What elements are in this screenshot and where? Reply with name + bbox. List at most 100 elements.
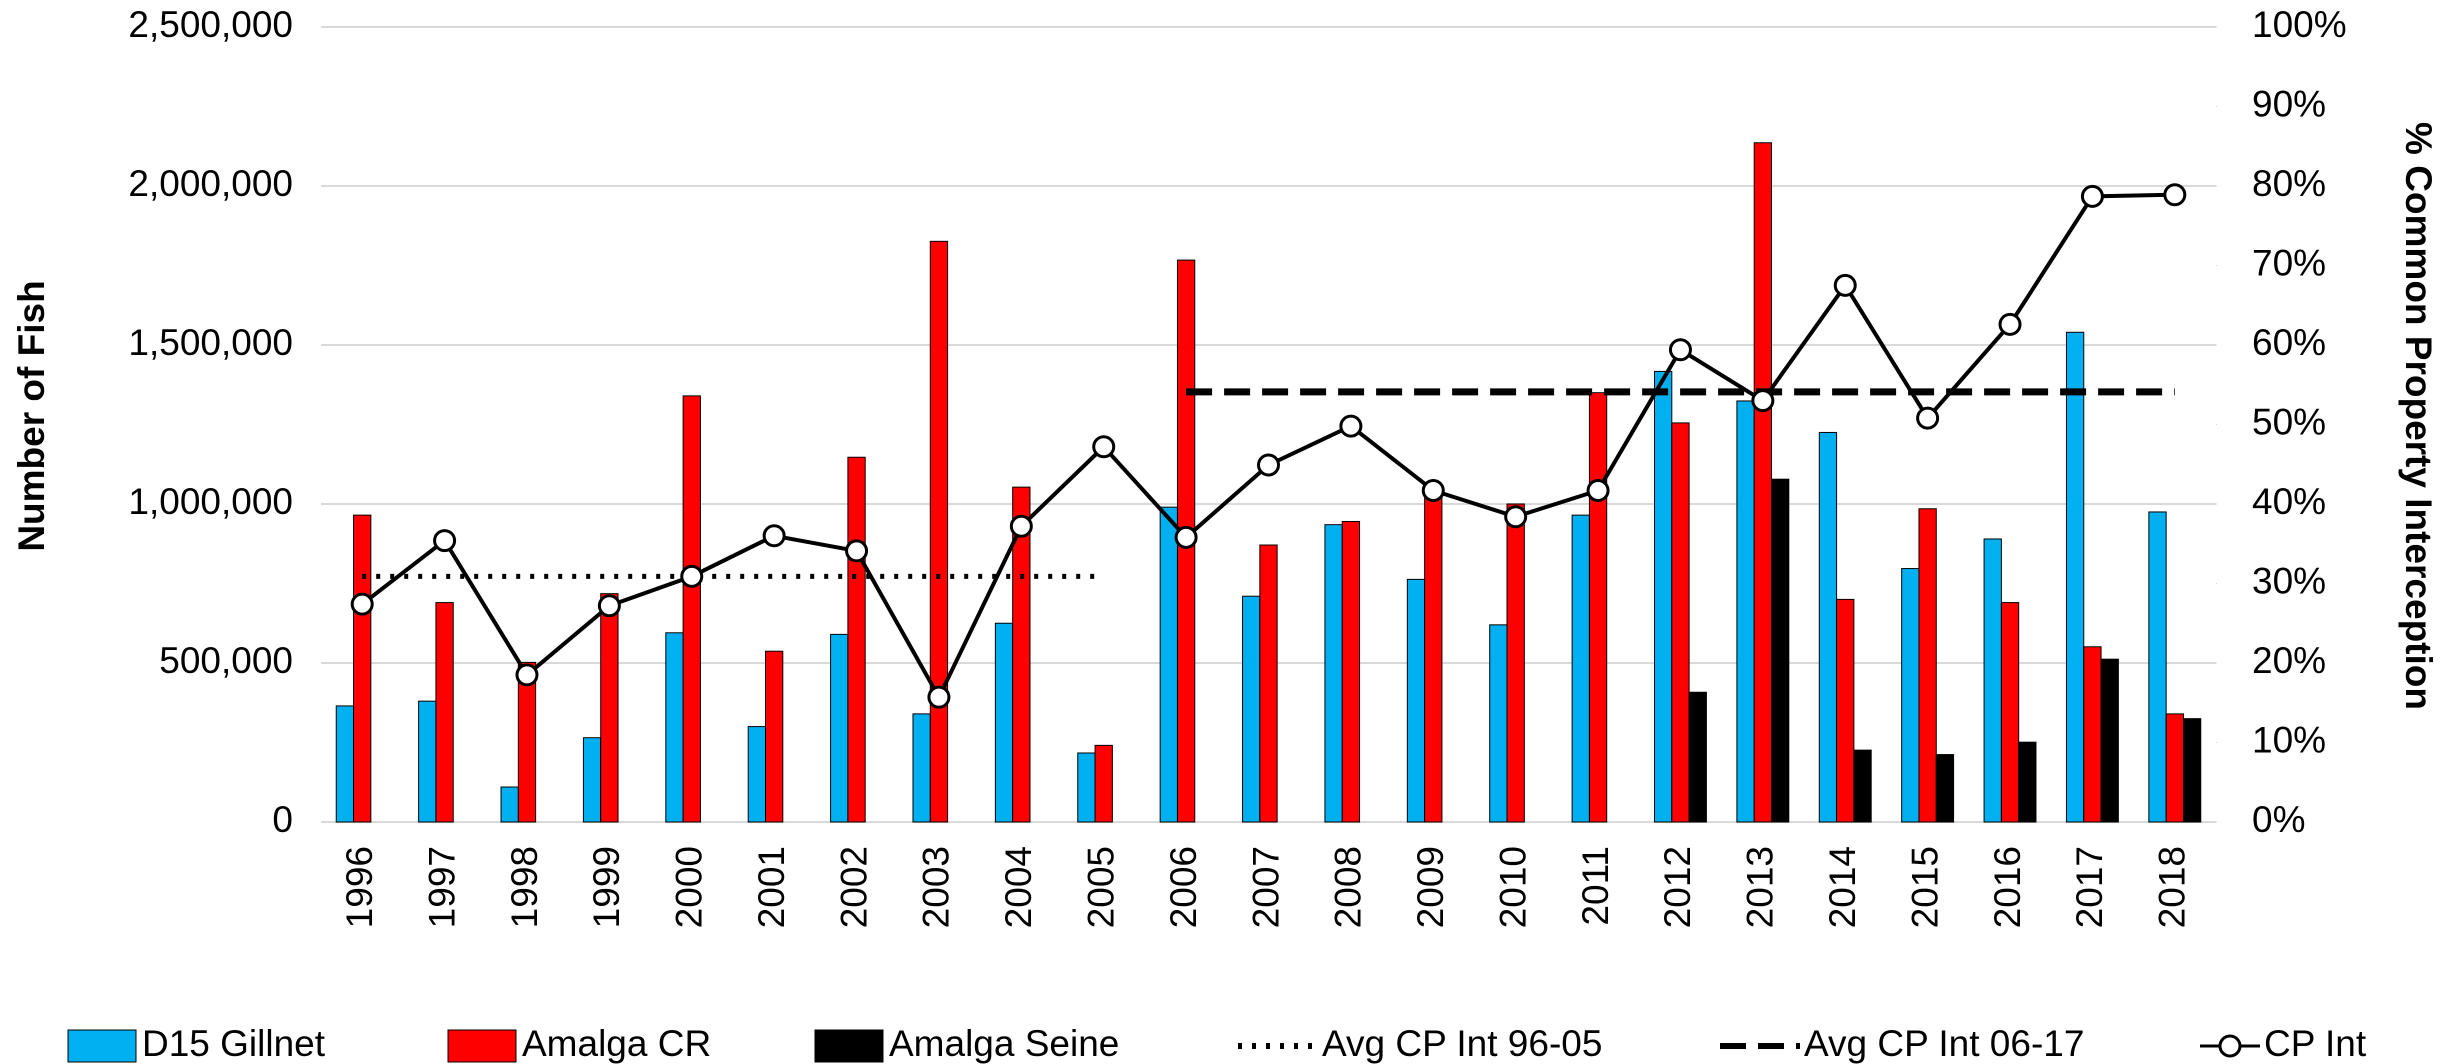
- bar: [830, 633, 849, 823]
- x-tick-label: 1997: [421, 846, 462, 928]
- point: [1339, 414, 1363, 438]
- bar: [1489, 624, 1508, 823]
- point: [1668, 338, 1692, 362]
- legend-label: CP Int: [2264, 1023, 2367, 1064]
- y-axis-title: Number of Fish: [11, 280, 52, 551]
- y2-tick-label: 50%: [2252, 401, 2326, 442]
- point: [1916, 406, 1940, 430]
- bar: [2065, 331, 2085, 823]
- point: [1421, 478, 1445, 502]
- bar: [1571, 514, 1590, 823]
- point: [1257, 453, 1280, 477]
- x-tick-label: 1996: [339, 846, 380, 928]
- bar: [582, 737, 602, 823]
- x-tick-label: 2015: [1904, 846, 1945, 928]
- y-tick-label: 2,500,000: [128, 4, 293, 45]
- x-tick-label: 2008: [1328, 846, 1369, 928]
- legend-swatch: [814, 1029, 884, 1063]
- bar: [765, 650, 784, 823]
- x-tick-label: 2012: [1657, 846, 1698, 928]
- point: [2163, 183, 2187, 207]
- bar: [1259, 544, 1278, 823]
- point: [597, 594, 621, 618]
- bar: [1159, 506, 1178, 823]
- point: [927, 685, 951, 709]
- bar: [435, 602, 454, 823]
- legend-label: Amalga Seine: [889, 1023, 1119, 1064]
- bar: [912, 713, 931, 823]
- bar: [1094, 744, 1113, 823]
- bar: [929, 240, 949, 823]
- bar: [1242, 595, 1261, 823]
- bar: [1654, 370, 1673, 823]
- bar: [994, 622, 1014, 823]
- point: [845, 539, 869, 563]
- bar: [1983, 538, 2002, 823]
- y-tick-label: 1,500,000: [128, 322, 293, 363]
- y2-axis-title: % Common Property Interception: [2398, 122, 2439, 710]
- x-tick-label: 2013: [1740, 846, 1781, 928]
- bar: [1424, 488, 1443, 823]
- y2-tick-label: 20%: [2252, 640, 2326, 681]
- point: [762, 524, 786, 548]
- point: [1174, 525, 1198, 549]
- bar: [1077, 752, 1096, 823]
- x-tick-label: 2005: [1080, 846, 1121, 928]
- bar: [335, 705, 355, 823]
- point: [1092, 435, 1116, 459]
- bar: [1736, 400, 1755, 823]
- bar: [1770, 478, 1790, 823]
- bar: [1853, 749, 1872, 823]
- bar: [2100, 658, 2119, 823]
- x-tick-label: 2001: [751, 846, 792, 928]
- legend-swatch: [447, 1029, 517, 1063]
- y2-tick-label: 100%: [2252, 4, 2347, 45]
- y2-tick-label: 30%: [2252, 560, 2326, 601]
- bar: [2018, 741, 2037, 823]
- point: [433, 529, 457, 553]
- bar: [1901, 568, 1920, 823]
- legend-label: Avg CP Int 96-05: [1322, 1023, 1602, 1064]
- bar: [665, 632, 684, 823]
- bar: [600, 593, 619, 823]
- bar: [500, 786, 519, 823]
- y-tick-label: 1,000,000: [128, 481, 293, 522]
- bar: [847, 456, 866, 823]
- y2-tick-label: 40%: [2252, 481, 2326, 522]
- x-tick-label: 2010: [1492, 846, 1533, 928]
- x-tick-label: 2016: [1987, 846, 2028, 928]
- y-tick-label: 500,000: [159, 640, 293, 681]
- bar: [1935, 754, 1955, 823]
- legend-label: Amalga CR: [522, 1023, 711, 1064]
- point: [515, 663, 539, 687]
- x-tick-label: 2000: [669, 846, 710, 928]
- x-tick-label: 2006: [1163, 846, 1204, 928]
- x-tick-label: 2018: [2152, 846, 2193, 928]
- y-tick-label: 0: [272, 799, 293, 840]
- bar: [2083, 646, 2102, 823]
- bar: [1818, 431, 1838, 823]
- x-tick-label: 2007: [1245, 846, 1286, 928]
- y2-tick-label: 0%: [2252, 799, 2305, 840]
- y2-tick-label: 60%: [2252, 322, 2326, 363]
- bar: [1324, 524, 1343, 823]
- x-tick-label: 2009: [1410, 846, 1451, 928]
- point: [1833, 273, 1857, 297]
- y2-tick-label: 10%: [2252, 719, 2326, 760]
- y-tick-label: 2,000,000: [128, 163, 293, 204]
- point: [680, 564, 704, 588]
- legend-label: D15 Gillnet: [142, 1023, 326, 1064]
- x-tick-label: 2002: [833, 846, 874, 928]
- bar: [1012, 486, 1031, 823]
- x-tick-label: 2017: [2069, 846, 2110, 928]
- legend-swatch: [67, 1029, 137, 1063]
- x-tick-label: 2014: [1822, 846, 1863, 928]
- bar: [1506, 503, 1525, 823]
- bar: [1918, 508, 1937, 823]
- y2-tick-label: 70%: [2252, 242, 2326, 283]
- bar: [1341, 520, 1361, 823]
- point: [350, 592, 374, 616]
- bar: [1588, 392, 1608, 823]
- bar: [2000, 602, 2020, 823]
